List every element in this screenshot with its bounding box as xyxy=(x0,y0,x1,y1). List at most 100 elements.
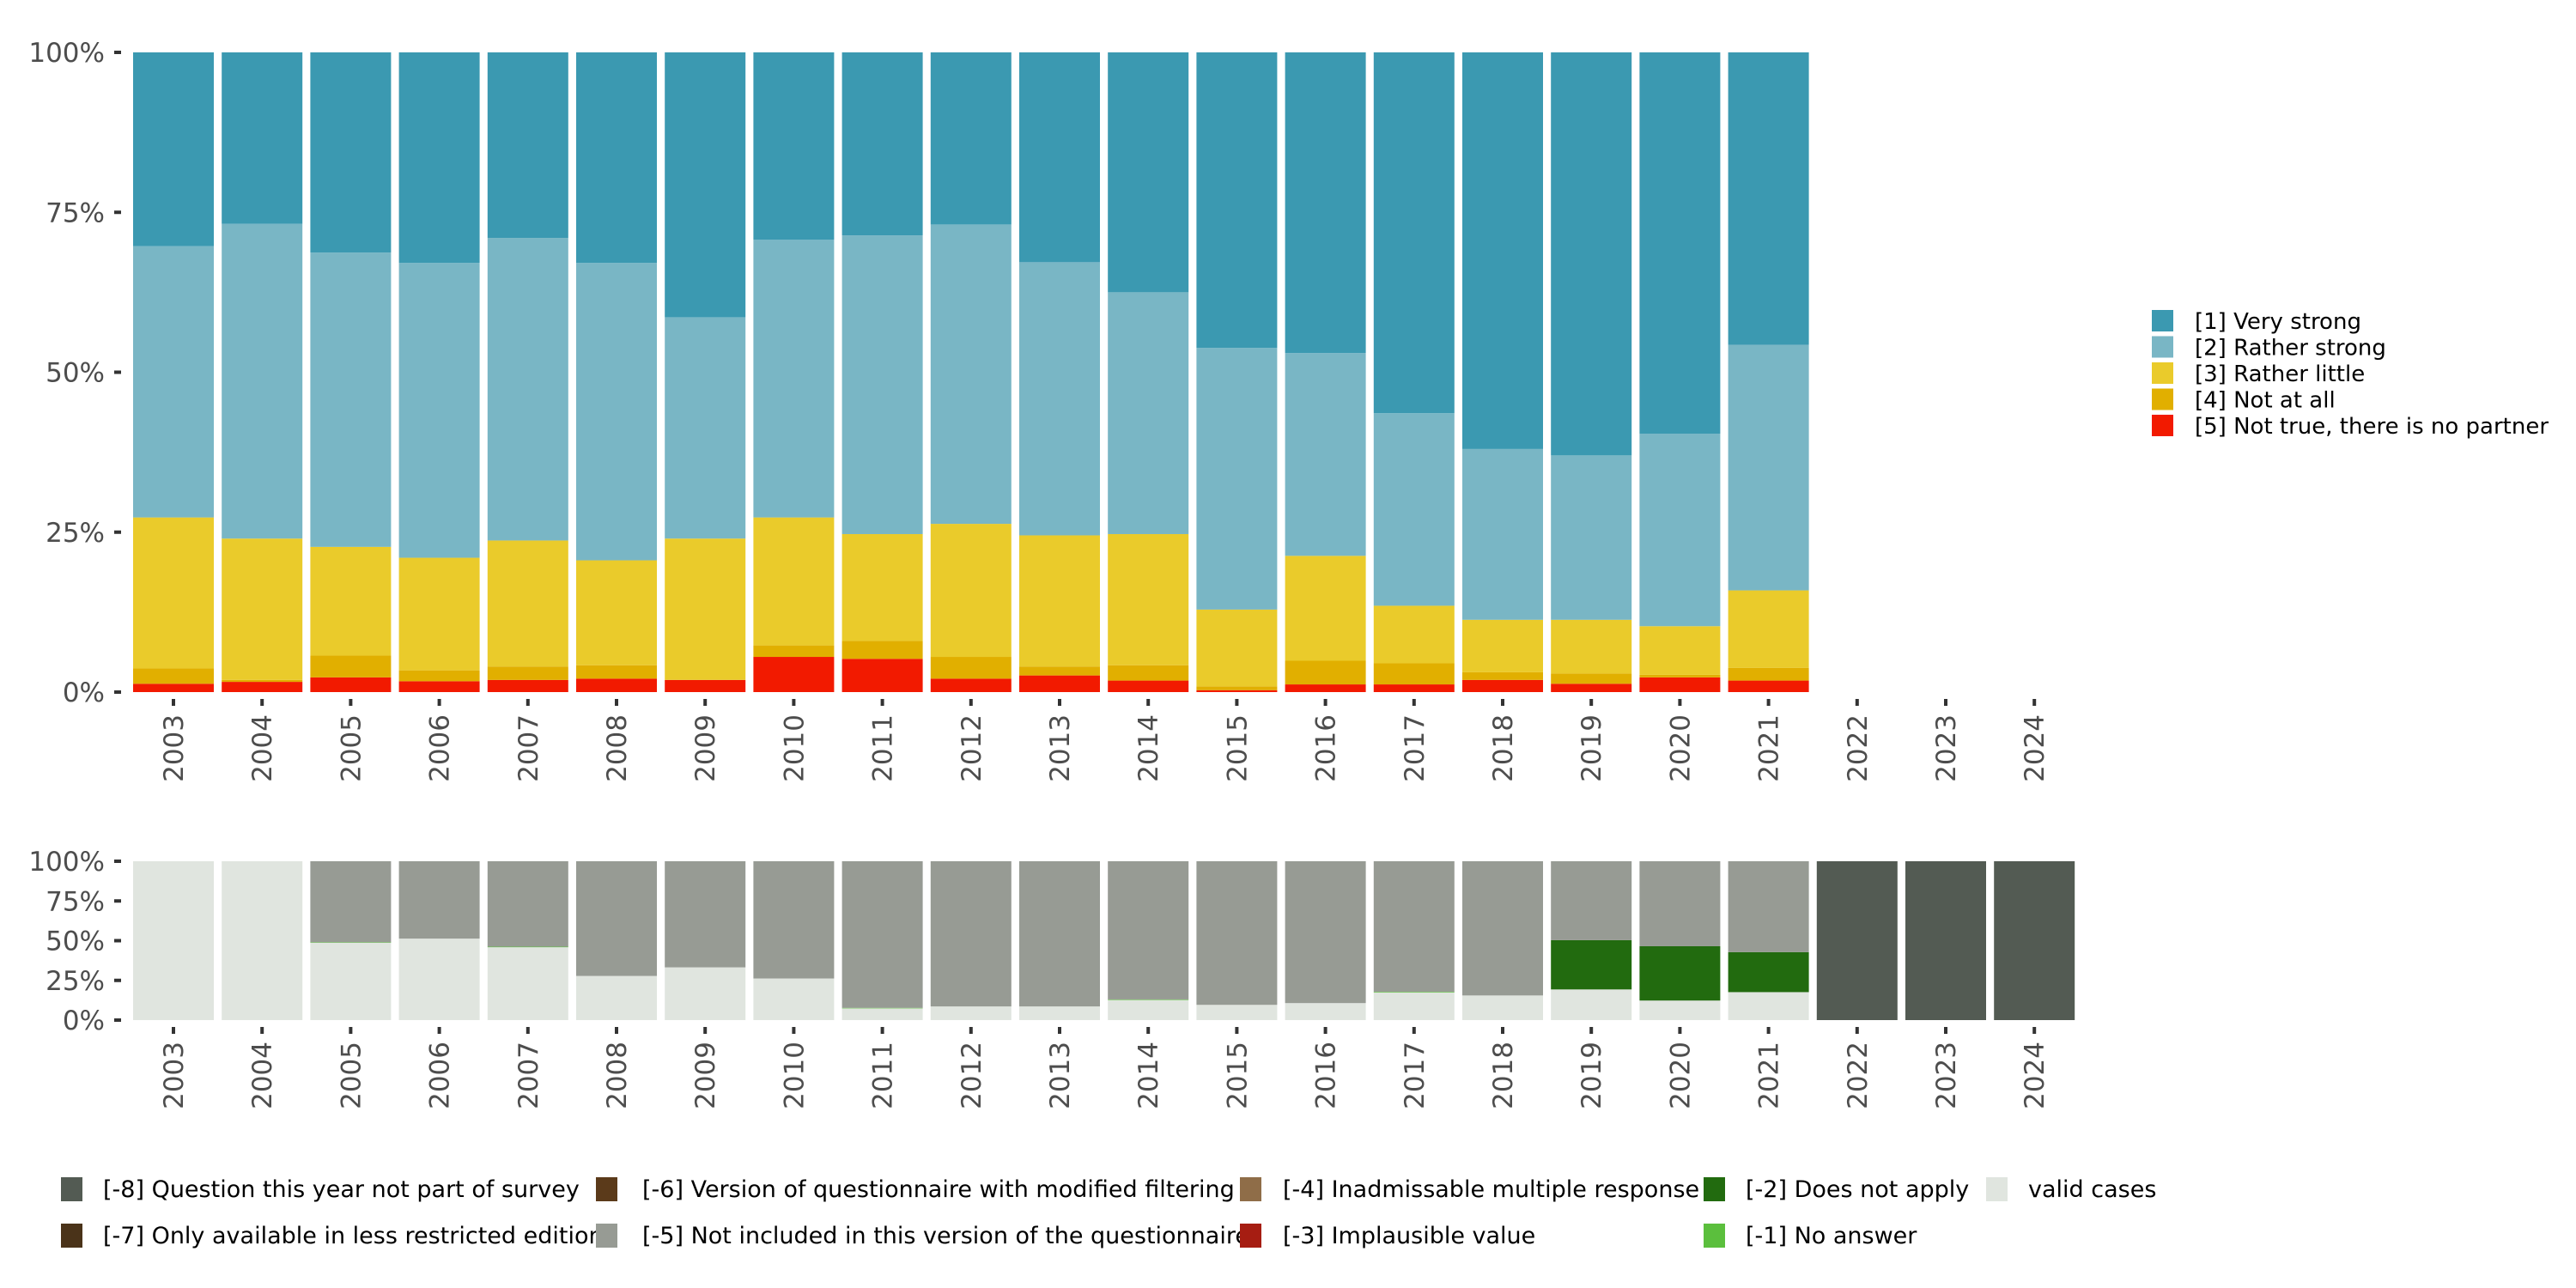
bar-segment xyxy=(310,942,392,943)
bar-segment xyxy=(222,861,303,1020)
bar-segment xyxy=(1285,1003,1366,1020)
bar-segment xyxy=(753,52,835,240)
bar-segment xyxy=(222,682,303,692)
y-tick-label: 25% xyxy=(46,518,105,549)
x-tick-label: 2024 xyxy=(2020,1042,2050,1109)
x-tick-label: 2008 xyxy=(602,714,633,782)
x-tick-label: 2017 xyxy=(1400,1042,1431,1109)
bar-segment xyxy=(1108,665,1189,681)
bar-segment xyxy=(398,670,480,682)
x-tick-label: 2010 xyxy=(779,1042,810,1109)
legend-label: [-7] Only available in less restricted e… xyxy=(103,1223,604,1249)
bar-segment xyxy=(1373,413,1455,606)
legend-swatch xyxy=(2152,336,2173,358)
bar-segment xyxy=(1373,861,1455,993)
bar-segment xyxy=(930,678,1012,692)
y-tick-label: 75% xyxy=(46,886,105,917)
x-tick-label: 2019 xyxy=(1577,714,1607,782)
x-tick-label: 2015 xyxy=(1222,1042,1253,1109)
x-tick-label: 2005 xyxy=(336,714,367,782)
bar-segment xyxy=(1639,677,1721,692)
x-tick-label: 2019 xyxy=(1577,1042,1607,1109)
bar-segment xyxy=(930,861,1012,1007)
bar-segment xyxy=(310,861,392,943)
bar-segment xyxy=(1728,344,1809,591)
bar-segment xyxy=(841,533,923,641)
bar-segment xyxy=(576,975,657,1020)
x-tick-label: 2018 xyxy=(1488,1042,1519,1109)
legend-swatch xyxy=(1240,1224,1261,1248)
bar-segment xyxy=(1019,666,1100,676)
bar-segment xyxy=(1196,609,1278,687)
bar-segment xyxy=(1373,992,1455,993)
bar-segment xyxy=(1196,690,1278,692)
bar-segment xyxy=(841,52,923,236)
bar-segment xyxy=(1373,605,1455,664)
bar-segment xyxy=(1196,1005,1278,1020)
x-tick-label: 2012 xyxy=(957,714,987,782)
bar-segment xyxy=(1462,52,1543,449)
x-tick-label: 2006 xyxy=(425,714,456,782)
bar-segment xyxy=(1639,945,1721,1001)
bar-segment xyxy=(1551,939,1632,990)
bar-segment xyxy=(133,517,214,669)
bar-segment xyxy=(1728,861,1809,952)
bar-segment xyxy=(1019,675,1100,692)
bar-segment xyxy=(133,683,214,692)
bar-segment xyxy=(1639,861,1721,946)
legend-label: [3] Rather little xyxy=(2195,361,2365,387)
missing-values-legend: [-8] Question this year not part of surv… xyxy=(61,1176,2156,1249)
bar-segment xyxy=(1551,455,1632,620)
legend-swatch xyxy=(61,1177,82,1201)
y-tick-label: 50% xyxy=(46,927,105,957)
legend-swatch xyxy=(2152,362,2173,384)
x-tick-label: 2007 xyxy=(513,714,544,782)
bar-segment xyxy=(1108,999,1189,1020)
legend-label: [5] Not true, there is no partner xyxy=(2195,414,2549,440)
bar-segment xyxy=(665,861,746,968)
bar-segment xyxy=(1905,861,1986,1020)
legend-swatch xyxy=(2152,388,2173,410)
x-tick-label: 2024 xyxy=(2020,714,2050,782)
bar-segment xyxy=(1551,52,1632,456)
legend-item: [2] Rather strong xyxy=(2152,336,2386,361)
bar-segment xyxy=(1108,999,1189,1000)
bar-segment xyxy=(576,52,657,264)
bar-segment xyxy=(930,657,1012,679)
bar-segment xyxy=(753,657,835,692)
bar-segment xyxy=(1639,434,1721,627)
x-tick-label: 2006 xyxy=(425,1042,456,1109)
bar-segment xyxy=(1019,262,1100,536)
x-tick-label: 2010 xyxy=(779,714,810,782)
bar-segment xyxy=(1108,680,1189,692)
legend-label: [-5] Not included in this version of the… xyxy=(642,1223,1249,1249)
x-tick-label: 2016 xyxy=(1311,1042,1342,1109)
legend-item: [-5] Not included in this version of the… xyxy=(596,1223,1249,1249)
bar-segment xyxy=(1728,951,1809,993)
x-tick-label: 2014 xyxy=(1133,1042,1164,1109)
bar-segment xyxy=(487,679,568,692)
bar-segment xyxy=(841,641,923,659)
legend-label: [-1] No answer xyxy=(1746,1223,1917,1249)
y-tick-label: 0% xyxy=(63,677,105,708)
bar-segment xyxy=(1728,992,1809,1020)
x-tick-label: 2020 xyxy=(1665,1042,1696,1109)
x-tick-label: 2016 xyxy=(1311,714,1342,782)
bar-segment xyxy=(665,317,746,539)
bar-segment xyxy=(753,861,835,979)
bar-segment xyxy=(1639,626,1721,675)
x-tick-label: 2011 xyxy=(868,1042,899,1109)
legend-item: [-3] Implausible value xyxy=(1240,1223,1535,1249)
legend-swatch xyxy=(596,1224,617,1248)
legend-label: [1] Very strong xyxy=(2195,309,2361,335)
bar-segment xyxy=(222,52,303,224)
x-tick-label: 2017 xyxy=(1400,714,1431,782)
bar-segment xyxy=(753,645,835,658)
bar-segment xyxy=(576,560,657,665)
bar-segment xyxy=(487,946,568,948)
bar-segment xyxy=(1462,619,1543,672)
x-tick-label: 2022 xyxy=(1843,714,1874,782)
bar-segment xyxy=(133,52,214,246)
bar-segment xyxy=(1196,686,1278,690)
